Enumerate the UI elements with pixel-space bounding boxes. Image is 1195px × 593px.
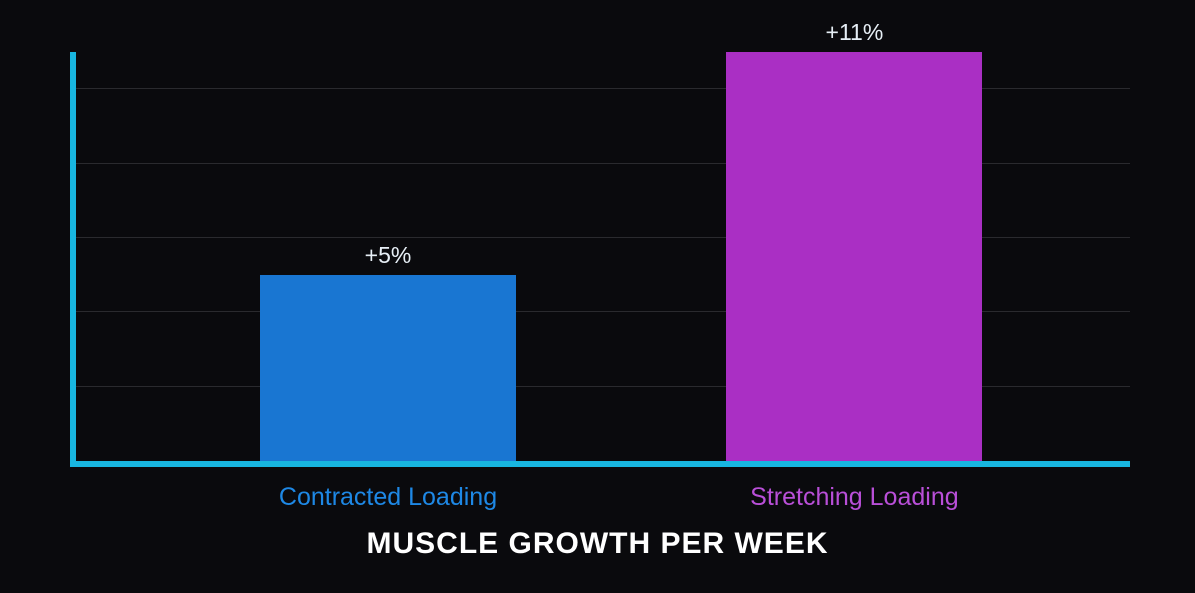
chart-canvas: +5%+11% MUSCLE GROWTH PER WEEK Contracte… [0,0,1195,593]
bar-0 [260,275,516,461]
x-axis [70,461,1130,467]
plot-area: +5%+11% [70,52,1130,467]
bar-1 [726,52,982,461]
chart-title: MUSCLE GROWTH PER WEEK [367,527,829,561]
category-label-0: Contracted Loading [279,483,497,512]
value-label-1: +11% [826,19,884,46]
y-axis [70,52,76,467]
category-label-1: Stretching Loading [750,483,958,512]
value-label-0: +5% [365,242,412,269]
